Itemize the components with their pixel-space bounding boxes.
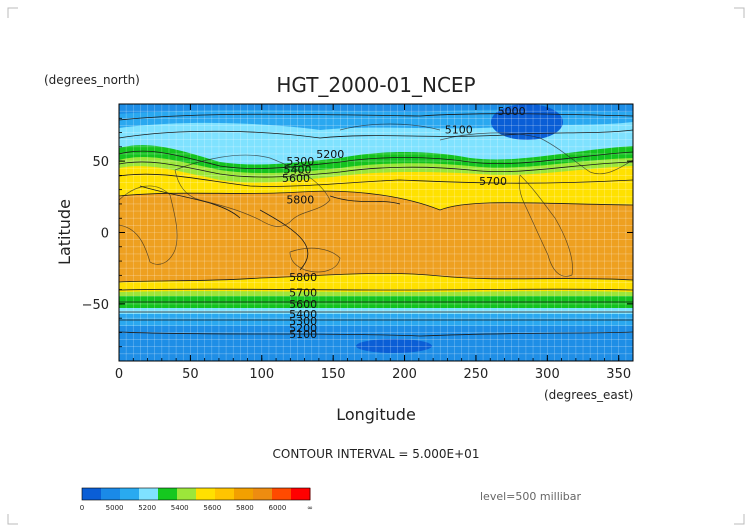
contour-label: 5200 xyxy=(316,148,344,161)
colorbar-swatch xyxy=(196,488,216,500)
colorbar-swatch xyxy=(291,488,311,500)
contour-label: 5800 xyxy=(286,194,314,207)
x-tick-label: 250 xyxy=(464,367,489,382)
contour-interval-label: CONTOUR INTERVAL = 5.000E+01 xyxy=(273,447,480,461)
contour-label: 5600 xyxy=(282,172,310,185)
colorbar-swatch xyxy=(272,488,292,500)
coastlines xyxy=(119,123,633,277)
x-axis-title: Longitude xyxy=(336,405,416,424)
contour-label: 5700 xyxy=(479,175,507,188)
x-tick-label: 300 xyxy=(535,367,560,382)
corner-mark-br xyxy=(734,514,745,525)
contour-label: 5600 xyxy=(289,298,317,311)
contour-label: 5400 xyxy=(289,308,317,321)
colorbar-label: 5600 xyxy=(203,504,221,512)
y-units-label: (degrees_north) xyxy=(44,73,140,87)
colorbar-label: 6000 xyxy=(269,504,287,512)
colorbar-swatch xyxy=(158,488,178,500)
colorbar-label: 5000 xyxy=(106,504,124,512)
contour-label: 5000 xyxy=(498,105,526,118)
contour-label: 5400 xyxy=(283,164,311,177)
low-south-ocean xyxy=(356,339,432,353)
contour-label: 5800 xyxy=(289,271,317,284)
colorbar-swatch xyxy=(139,488,159,500)
x-tick-label: 150 xyxy=(321,367,346,382)
level-label: level=500 millibar xyxy=(480,490,582,503)
colorbar-label: 5800 xyxy=(236,504,254,512)
x-tick-label: 50 xyxy=(182,367,199,382)
x-tick-label: 0 xyxy=(115,367,123,382)
x-units-label: (degrees_east) xyxy=(544,388,633,402)
y-axis-title: Latitude xyxy=(55,199,74,265)
colorbar-swatch xyxy=(253,488,273,500)
corner-mark-tr xyxy=(734,7,745,18)
colorbar-label: ∞ xyxy=(307,504,313,512)
y-tick-label: 0 xyxy=(101,227,109,242)
corner-mark-tl xyxy=(7,7,18,18)
corner-mark-bl xyxy=(7,514,18,525)
y-tick-label: 50 xyxy=(92,155,109,170)
low-north-pacific xyxy=(491,104,563,140)
colorbar-swatch xyxy=(120,488,140,500)
x-tick-label: 350 xyxy=(606,367,631,382)
contour-label: 5200 xyxy=(289,322,317,335)
band-5400-south xyxy=(119,296,633,310)
colorbar-swatch xyxy=(215,488,235,500)
colorbar-legend: 0 5000 5200 5400 5600 5800 6000 ∞ xyxy=(80,487,313,512)
contour-label: 5100 xyxy=(445,124,473,137)
colorbar-frame xyxy=(81,487,311,501)
colorbar-swatch xyxy=(177,488,197,500)
colorbar-label: 5200 xyxy=(138,504,156,512)
colorbar-label: 0 xyxy=(80,504,84,512)
y-tick-label: −50 xyxy=(82,298,109,313)
heatmap-field xyxy=(119,104,633,361)
contour-label: 5300 xyxy=(289,315,317,328)
x-tick-label: 100 xyxy=(249,367,274,382)
contour-lines xyxy=(119,113,633,337)
contour-label: 5100 xyxy=(289,328,317,341)
contour-label: 5300 xyxy=(286,155,314,168)
colorbar-swatch xyxy=(101,488,121,500)
contour-label: 5700 xyxy=(289,286,317,299)
axes: 0 50 100 150 200 250 300 350 50 0 −50 xyxy=(82,103,634,382)
x-tick-label: 200 xyxy=(392,367,417,382)
colorbar-label: 5400 xyxy=(171,504,189,512)
band-5800-equator xyxy=(119,191,633,282)
colorbar-swatch xyxy=(234,488,254,500)
chart-title: HGT_2000-01_NCEP xyxy=(276,73,475,97)
colorbar-swatch xyxy=(82,488,102,500)
